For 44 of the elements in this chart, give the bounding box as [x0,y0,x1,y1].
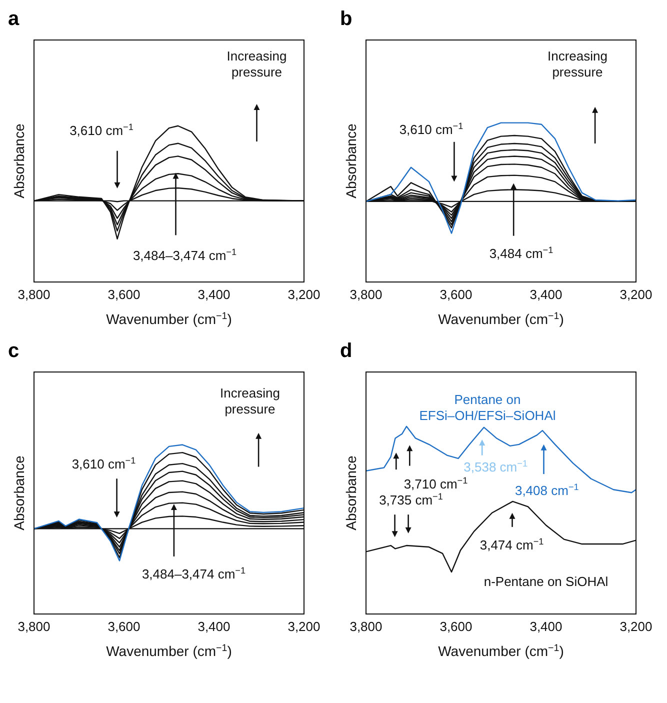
x-tick-label: 3,400 [530,619,562,634]
x-axis-title: Wavenumber (cm$^{−1}$) [438,642,564,659]
x-tick-label: 3,200 [288,287,320,302]
y-axis-title: Absorbance [343,455,359,530]
annotation: 3,710 cm$^{−1}$ [404,475,468,492]
x-tick-label: 3,400 [530,287,562,302]
x-tick-label: 3,200 [620,287,652,302]
series-label: Pentane on EFSi–OH/EFSi–SiOHAl [419,392,556,423]
x-tick-label: 3,600 [440,287,472,302]
x-tick-label: 3,800 [18,287,50,302]
x-tick-label: 3,400 [198,287,230,302]
chart-title: b [340,8,354,32]
x-axis-title: Wavenumber (cm$^{−1}$) [106,310,232,327]
x-tick-label: 3,200 [288,619,320,634]
annotation: 3,484 cm$^{−1}$ [489,245,554,262]
chart-title: d [340,340,354,364]
x-tick-label: 3,600 [108,287,140,302]
annotation: 3,474 cm$^{−1}$ [480,536,544,552]
x-tick-label: 3,800 [350,619,382,634]
y-axis-title: Absorbance [343,123,359,198]
y-axis-title: Absorbance [11,455,27,530]
x-tick-label: 3,600 [108,619,140,634]
chart-title: a [8,8,20,32]
chart-title: c [8,340,20,364]
text: Increasing pressure [226,48,287,80]
annotation: 3,484–3,474 cm$^{−1}$ [132,247,237,264]
annotation: 3,610 cm$^{−1}$ [399,120,464,137]
y-axis-title: Absorbance [11,123,27,198]
x-tick-label: 3,800 [350,287,382,302]
x-tick-label: 3,600 [440,619,472,634]
annotation: 3,408 cm$^{−1}$ [514,482,579,498]
annotation: 3,610 cm$^{−1}$ [70,122,134,138]
annotation: 3,610 cm$^{−1}$ [72,455,136,472]
x-tick-label: 3,200 [620,619,652,634]
annotation: 3,735 cm$^{−1}$ [379,491,443,508]
x-axis-title: Wavenumber (cm$^{−1}$) [438,310,564,327]
x-axis-title: Wavenumber (cm$^{−1}$) [106,642,232,659]
text: n-Pentane on SiOHAl [484,574,608,589]
text: Increasing pressure [548,48,608,80]
x-tick-label: 3,800 [18,619,50,634]
annotation: 3,484–3,474 cm$^{−1}$ [142,565,246,582]
x-tick-label: 3,400 [198,619,230,634]
text: Increasing pressure [220,385,280,416]
annotation: 3,538 cm$^{−1}$ [464,458,528,474]
